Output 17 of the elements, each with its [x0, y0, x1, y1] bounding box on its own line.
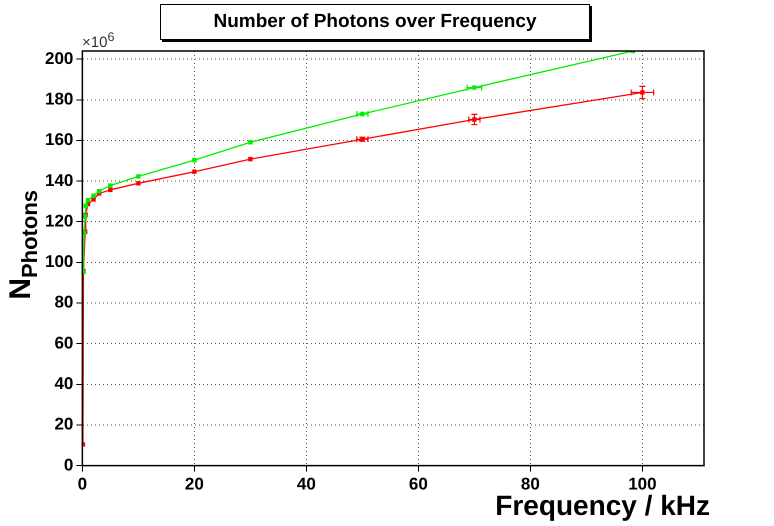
- y-tick-label: 140: [44, 170, 74, 190]
- x-tick-label: 40: [296, 474, 316, 494]
- y-tick-label: 60: [54, 333, 74, 352]
- y-tick-label: 200: [44, 48, 74, 68]
- y-tick-label: 100: [44, 252, 74, 272]
- y-tick-label: 0: [64, 455, 74, 474]
- y-tick-label: 180: [44, 89, 74, 108]
- y-tick-label: 80: [54, 292, 74, 312]
- chart-title: Number of Photons over Frequency: [160, 4, 590, 40]
- y-tick-label: 120: [44, 211, 74, 230]
- text: ×10$^{6}$: [82, 30, 114, 51]
- y-tick-label: 40: [54, 374, 74, 393]
- x-tick-label: 60: [408, 474, 428, 494]
- y-tick-label: 160: [44, 130, 74, 150]
- y-tick-label: 20: [54, 414, 74, 434]
- x-tick-label: 0: [78, 474, 88, 494]
- x-tick-label: 20: [184, 474, 204, 494]
